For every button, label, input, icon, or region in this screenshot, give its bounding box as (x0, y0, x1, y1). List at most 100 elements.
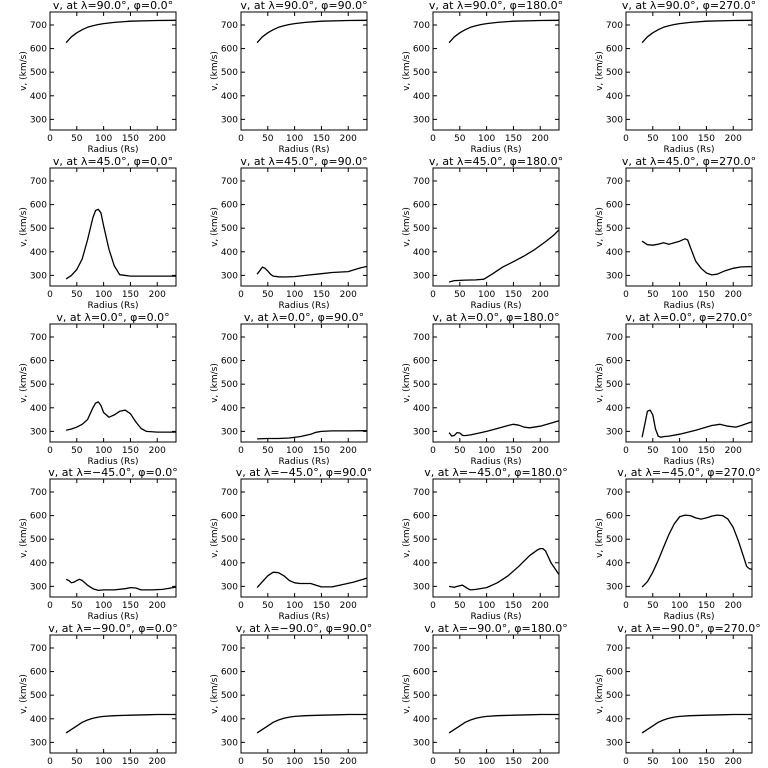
x-tick-label: 100 (478, 446, 495, 456)
x-axis-label: Radius (Rs) (663, 457, 714, 467)
x-tick-label: 0 (623, 446, 629, 456)
x-tick-label: 150 (505, 446, 522, 456)
x-tick-label: 50 (454, 134, 466, 144)
x-tick-label: 200 (149, 134, 166, 144)
x-axis-label: Radius (Rs) (278, 145, 329, 155)
panel-0-2: v, at λ=90.0°, φ=180.0° 0 50 100 150 200 300 40… (402, 0, 563, 155)
y-tick-label: 400 (413, 92, 430, 102)
y-tick-label: 400 (30, 559, 47, 569)
panel-2-0: v, at λ=0.0°, φ=0.0° 0 50 100 150 200 300 400 50… (19, 311, 177, 467)
y-tick-label: 700 (30, 177, 47, 187)
x-axis-label: Radius (Rs) (87, 457, 138, 467)
y-tick-label: 600 (606, 201, 623, 211)
x-tick-label: 200 (340, 134, 357, 144)
y-tick-label: 400 (30, 92, 47, 102)
panel-title: v, at λ=−90.0°, φ=90.0° (236, 622, 372, 635)
y-tick-label: 300 (221, 427, 238, 437)
x-tick-label: 200 (149, 290, 166, 300)
y-axis-label: v, (km/s) (210, 674, 220, 714)
x-tick-label: 0 (47, 601, 53, 611)
x-tick-label: 0 (238, 601, 244, 611)
x-tick-label: 150 (122, 290, 139, 300)
plot-frame (240, 634, 368, 754)
y-tick-label: 500 (30, 380, 47, 390)
x-tick-label: 50 (262, 757, 274, 767)
x-tick-label: 200 (340, 290, 357, 300)
y-tick-label: 600 (606, 668, 623, 678)
y-tick-label: 600 (221, 357, 238, 367)
x-tick-label: 50 (71, 290, 83, 300)
y-tick-label: 500 (606, 535, 623, 545)
x-tick-label: 200 (725, 757, 742, 767)
panel-4-3: v, at λ=−90.0°, φ=270.0° 0 50 100 150 200 300 4… (595, 622, 761, 767)
panel-2-1: v, at λ=0.0°, φ=90.0° 0 50 100 150 200 300 400 5… (210, 311, 368, 467)
y-tick-label: 700 (30, 644, 47, 654)
x-tick-label: 50 (454, 446, 466, 456)
x-tick-label: 150 (698, 290, 715, 300)
x-tick-label: 50 (262, 446, 274, 456)
y-axis-label: v, (km/s) (19, 51, 29, 91)
y-tick-label: 500 (413, 691, 430, 701)
y-tick-label: 500 (413, 68, 430, 78)
y-axis-label: v, (km/s) (210, 51, 220, 91)
y-tick-label: 500 (30, 224, 47, 234)
x-tick-label: 0 (623, 134, 629, 144)
y-tick-label: 400 (606, 92, 623, 102)
x-tick-label: 100 (95, 446, 112, 456)
y-axis-label: v, (km/s) (402, 51, 412, 91)
y-tick-label: 600 (413, 45, 430, 55)
y-axis-label: v, (km/s) (210, 363, 220, 403)
series-line (256, 19, 368, 44)
y-tick-label: 400 (413, 715, 430, 725)
x-tick-label: 100 (671, 601, 688, 611)
x-tick-label: 0 (623, 757, 629, 767)
y-tick-label: 400 (30, 404, 47, 414)
plot-frame (432, 634, 560, 754)
x-tick-label: 100 (286, 446, 303, 456)
x-axis-label: Radius (Rs) (278, 301, 329, 311)
x-tick-label: 150 (505, 290, 522, 300)
series-line (448, 229, 560, 283)
y-tick-label: 300 (413, 271, 430, 281)
x-tick-label: 100 (671, 757, 688, 767)
plot-frame (625, 11, 753, 131)
plot-frame (432, 167, 560, 287)
y-tick-label: 300 (221, 582, 238, 592)
y-tick-label: 600 (30, 45, 47, 55)
panel-0-3: v, at λ=90.0°, φ=270.0° 0 50 100 150 200 300 40… (595, 0, 756, 155)
x-tick-label: 100 (95, 134, 112, 144)
x-tick-label: 100 (95, 290, 112, 300)
y-tick-label: 300 (221, 738, 238, 748)
plot-frame (240, 167, 368, 287)
y-tick-label: 400 (221, 248, 238, 258)
panel-3-3: v, at λ=−45.0°, φ=270.0° 0 50 100 150 200 300 4… (595, 466, 761, 622)
panel-title: v, at λ=−45.0°, φ=270.0° (617, 466, 760, 479)
y-tick-label: 300 (606, 582, 623, 592)
y-tick-label: 400 (30, 248, 47, 258)
x-axis-label: Radius (Rs) (663, 612, 714, 622)
x-tick-label: 100 (286, 757, 303, 767)
x-tick-label: 0 (430, 757, 436, 767)
series-line (256, 571, 368, 589)
y-tick-label: 400 (606, 559, 623, 569)
y-tick-label: 500 (30, 68, 47, 78)
x-tick-label: 200 (340, 601, 357, 611)
y-tick-label: 500 (413, 380, 430, 390)
x-axis-label: Radius (Rs) (470, 145, 521, 155)
plot-frame (240, 478, 368, 598)
panel-1-3: v, at λ=45.0°, φ=270.0° 0 50 100 150 200 300 40… (595, 155, 756, 311)
x-tick-label: 200 (340, 757, 357, 767)
y-tick-label: 600 (30, 357, 47, 367)
plot-frame (49, 11, 177, 131)
x-tick-label: 100 (478, 134, 495, 144)
series-line (448, 547, 560, 591)
y-tick-label: 600 (30, 668, 47, 678)
y-tick-label: 600 (221, 201, 238, 211)
y-tick-label: 600 (30, 512, 47, 522)
x-tick-label: 50 (71, 446, 83, 456)
x-tick-label: 150 (313, 134, 330, 144)
plot-frame (432, 478, 560, 598)
x-axis-label: Radius (Rs) (663, 301, 714, 311)
y-tick-label: 400 (30, 715, 47, 725)
y-tick-label: 600 (413, 357, 430, 367)
